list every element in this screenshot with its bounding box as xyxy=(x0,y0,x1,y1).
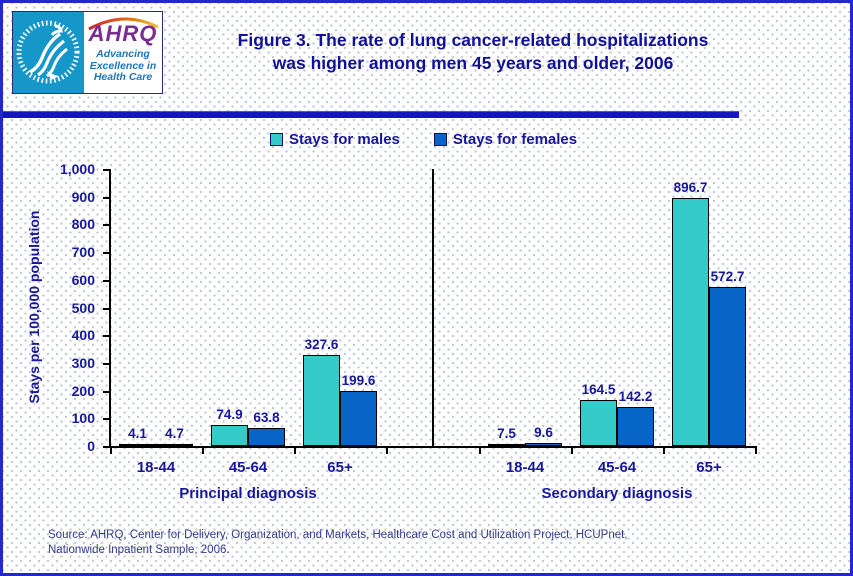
bar-males-18-44 xyxy=(119,444,156,446)
ahrq-logo: AHRQ Advancing Excellence in Health Care xyxy=(84,12,162,93)
bar-value-label: 74.9 xyxy=(216,407,243,422)
bar-females-65+ xyxy=(340,391,377,446)
y-tick-label: 500 xyxy=(71,300,95,316)
category-label: 18-44 xyxy=(505,459,545,476)
x-tick xyxy=(110,448,112,454)
bar-males-45-64 xyxy=(580,400,617,446)
bar-value-label: 142.2 xyxy=(618,389,653,404)
legend-label-males: Stays for males xyxy=(289,131,400,148)
x-tick xyxy=(755,448,757,454)
y-tick xyxy=(103,197,109,199)
bar-males-65+ xyxy=(303,355,340,446)
y-tick-label: 100 xyxy=(71,410,95,426)
bar-females-65+ xyxy=(709,287,746,446)
legend-label-females: Stays for females xyxy=(452,131,578,148)
x-tick xyxy=(202,448,204,454)
bar-value-label: 199.6 xyxy=(341,373,376,388)
bar-value-label: 4.1 xyxy=(128,426,147,441)
source-line2: Nationwide Inpatient Sample, 2006. xyxy=(48,544,230,556)
bar-value-label: 63.8 xyxy=(253,410,280,425)
ahrq-logo-text: AHRQ xyxy=(88,21,158,46)
ahrq-tagline: Advancing Excellence in Health Care xyxy=(84,48,162,84)
y-tick-label: 0 xyxy=(87,438,95,454)
y-tick-label: 200 xyxy=(71,383,95,399)
diagnosis-divider-line xyxy=(432,169,434,446)
y-tick xyxy=(103,335,109,337)
bar-value-label: 572.7 xyxy=(710,269,745,284)
x-tick xyxy=(663,448,665,454)
bar-value-label: 7.5 xyxy=(497,426,516,441)
x-tick xyxy=(479,448,481,454)
hhs-eagle-icon xyxy=(13,12,84,93)
y-tick xyxy=(103,363,109,365)
bar-value-label: 4.7 xyxy=(165,426,184,441)
bar-females-45-64 xyxy=(248,428,285,446)
y-tick-label: 700 xyxy=(71,244,95,260)
ahrq-arc-icon xyxy=(88,17,159,31)
males-swatch-icon xyxy=(270,133,283,146)
y-tick xyxy=(103,224,109,226)
category-label: 18-44 xyxy=(136,459,176,476)
category-label: 65+ xyxy=(327,459,353,476)
y-tick xyxy=(103,169,109,171)
y-tick-label: 300 xyxy=(71,355,95,371)
ahrq-hhs-logo: AHRQ Advancing Excellence in Health Care xyxy=(12,11,163,94)
y-tick xyxy=(103,308,109,310)
y-tick-label: 1,000 xyxy=(59,161,95,177)
figure-content: AHRQ Advancing Excellence in Health Care… xyxy=(3,3,850,573)
x-tick xyxy=(386,448,388,454)
y-tick xyxy=(103,252,109,254)
bar-chart: Stays per 100,000 population 0 100 200 300 4… xyxy=(3,3,850,573)
y-tick xyxy=(103,280,109,282)
y-axis-line xyxy=(109,169,111,448)
bar-value-label: 164.5 xyxy=(581,382,616,397)
tagline-line: Health Care xyxy=(93,71,153,83)
x-tick xyxy=(571,448,573,454)
y-tick xyxy=(103,418,109,420)
x-tick xyxy=(294,448,296,454)
legend-item-females: Stays for females xyxy=(433,131,578,148)
y-tick xyxy=(103,446,109,448)
tagline-line: Excellence in xyxy=(89,59,157,72)
x-axis-line xyxy=(109,446,757,448)
bar-value-label: 896.7 xyxy=(673,180,708,195)
legend-item-males: Stays for males xyxy=(270,131,400,148)
bar-males-45-64 xyxy=(211,425,248,446)
bar-females-45-64 xyxy=(617,407,654,446)
bar-males-65+ xyxy=(672,198,709,446)
group-label: Secondary diagnosis xyxy=(541,485,693,502)
tagline-line: Advancing xyxy=(96,48,150,60)
bar-females-18-44 xyxy=(156,444,193,446)
y-tick-label: 900 xyxy=(71,189,95,205)
y-tick-label: 800 xyxy=(71,216,95,232)
bar-females-18-44 xyxy=(525,443,562,446)
bar-value-label: 327.6 xyxy=(304,337,339,352)
figure-title-line2: was higher among men 45 years and older,… xyxy=(272,53,674,73)
bar-males-18-44 xyxy=(488,444,525,446)
females-swatch-icon xyxy=(433,133,447,146)
category-label: 45-64 xyxy=(597,459,637,476)
figure-title-line1: Figure 3. The rate of lung cancer-relate… xyxy=(237,30,709,50)
header-divider-bar xyxy=(3,111,739,118)
y-tick-label: 600 xyxy=(71,272,95,288)
category-label: 65+ xyxy=(696,459,722,476)
bar-value-label: 9.6 xyxy=(534,425,553,440)
legend: Stays for males Stays for females xyxy=(270,131,577,148)
y-tick-label: 400 xyxy=(71,327,95,343)
source-line1: Source: AHRQ, Center for Delivery, Organ… xyxy=(48,529,628,541)
group-label: Principal diagnosis xyxy=(179,485,317,502)
figure-title: Figure 3. The rate of lung cancer-relate… xyxy=(143,29,803,75)
y-tick xyxy=(103,391,109,393)
source-note: Source: AHRQ, Center for Delivery, Organ… xyxy=(48,528,628,558)
category-label: 45-64 xyxy=(228,459,268,476)
